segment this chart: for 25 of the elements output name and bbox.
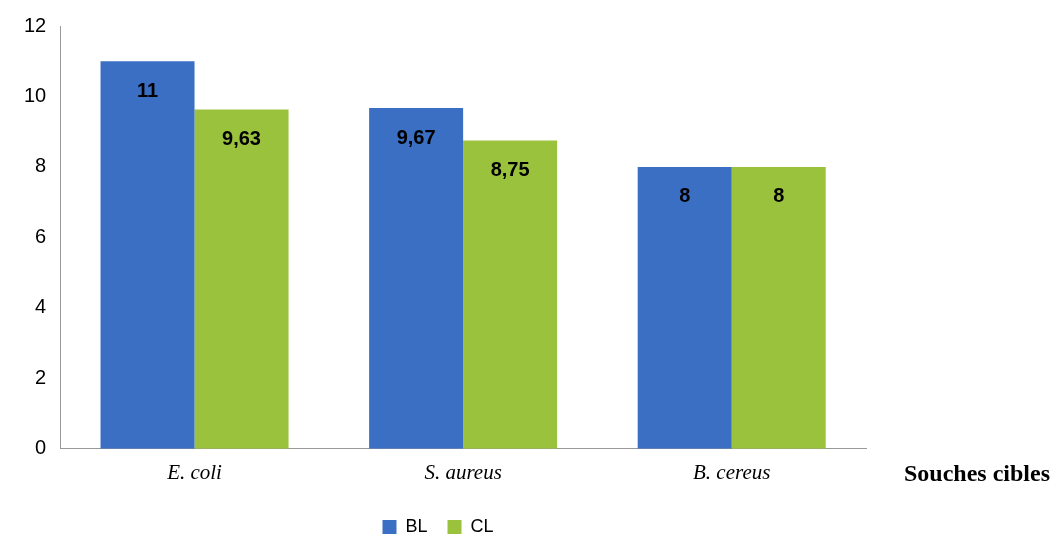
data-label: 8,75 — [490, 158, 530, 181]
x-tick-label: S. aureus — [424, 459, 502, 484]
data-label: 8 — [773, 184, 785, 207]
data-label: 8 — [679, 184, 691, 207]
legend-label: CL — [470, 515, 494, 536]
data-label: 9,63 — [222, 127, 262, 150]
bar — [100, 61, 195, 449]
y-tick-label: 6 — [35, 224, 47, 247]
y-tick-label: 2 — [35, 365, 47, 388]
bar — [194, 109, 289, 449]
bar — [369, 108, 464, 449]
bar — [731, 166, 826, 449]
y-tick-label: 4 — [35, 295, 47, 318]
bar — [637, 166, 732, 449]
x-axis-title: Souches cibles — [903, 460, 1050, 486]
y-tick-label: 12 — [24, 13, 47, 36]
data-label: 11 — [136, 78, 159, 101]
x-tick-label: E. coli — [166, 459, 223, 484]
y-tick-label: 0 — [35, 436, 47, 459]
bar — [463, 140, 558, 449]
x-tick-label: B. cereus — [693, 459, 771, 484]
y-tick-label: 10 — [24, 83, 47, 106]
y-tick-label: 8 — [35, 154, 47, 177]
legend-label: BL — [405, 515, 428, 536]
data-label: 9,67 — [396, 125, 436, 148]
